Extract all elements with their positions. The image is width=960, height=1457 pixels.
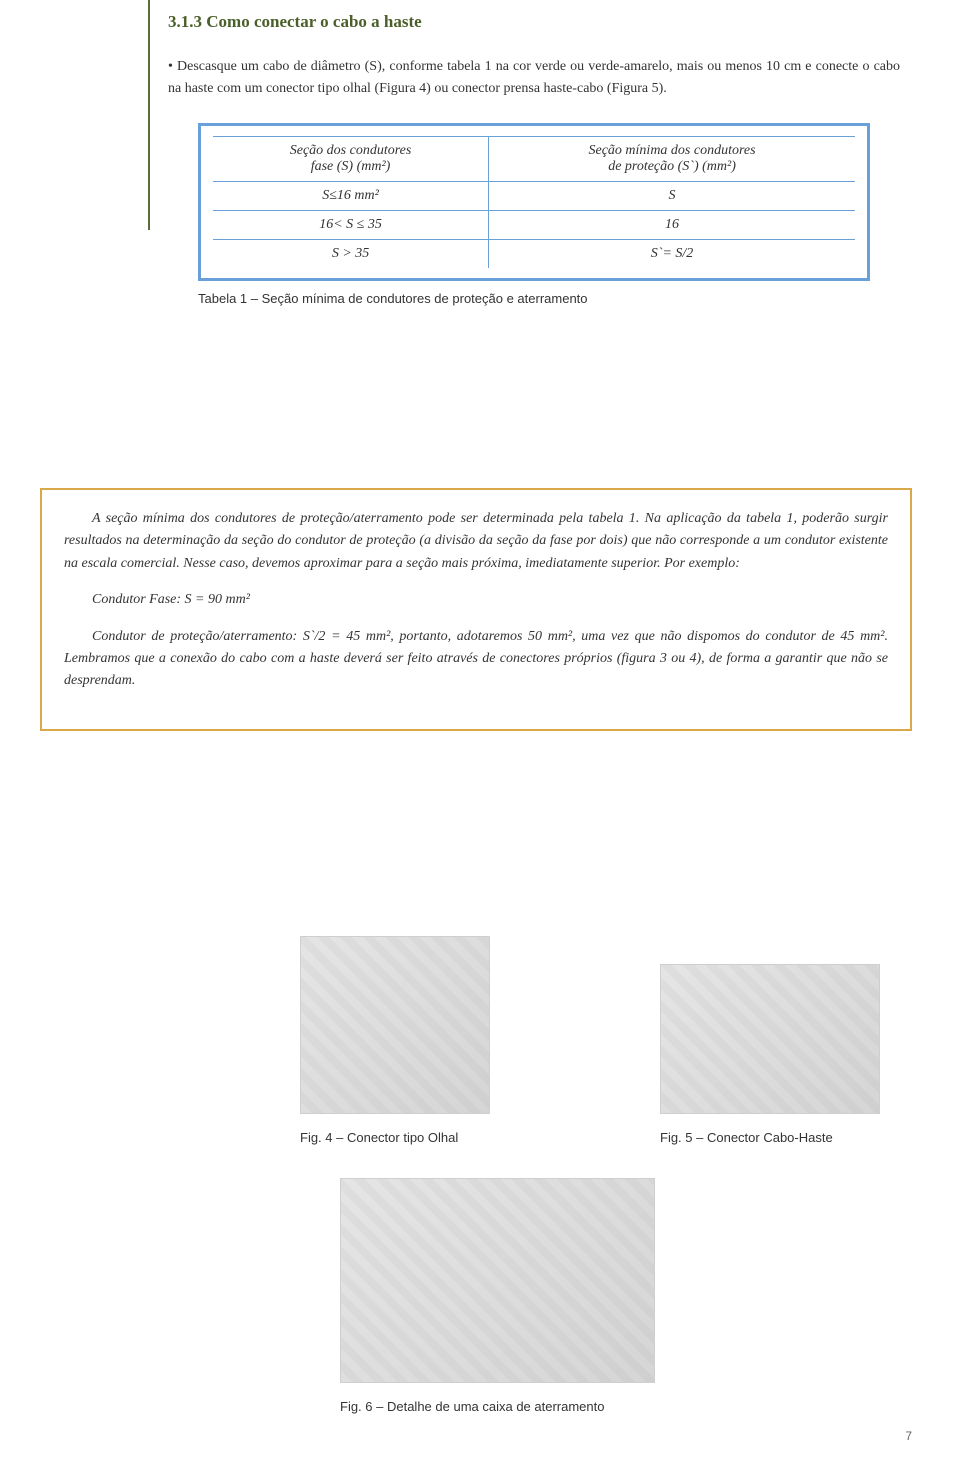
cell: 16< S ≤ 35 — [213, 211, 489, 240]
figure-6-block: Fig. 6 – Detalhe de uma caixa de aterram… — [340, 1178, 655, 1414]
conductor-table-wrap: Seção dos condutoresfase (S) (mm²) Seção… — [198, 123, 870, 281]
figure-6-image — [340, 1178, 655, 1383]
table-row: S > 35 S`= S/2 — [213, 240, 855, 269]
figures-row: Fig. 4 – Conector tipo Olhal Fig. 5 – Co… — [300, 936, 880, 1145]
cell: S — [489, 182, 855, 211]
cell: S`= S/2 — [489, 240, 855, 269]
table-row: S≤16 mm² S — [213, 182, 855, 211]
figure-4-block: Fig. 4 – Conector tipo Olhal — [300, 936, 490, 1145]
page-number: 7 — [905, 1429, 912, 1443]
figure-5-block: Fig. 5 – Conector Cabo-Haste — [660, 964, 880, 1145]
section-title: 3.1.3 Como conectar o cabo a haste — [168, 12, 900, 32]
cell: S > 35 — [213, 240, 489, 269]
table-header-right: Seção mínima dos condutoresde proteção (… — [489, 137, 855, 182]
figure-4-image — [300, 936, 490, 1114]
table-header-left: Seção dos condutoresfase (S) (mm²) — [213, 137, 489, 182]
note-paragraph-2: Condutor Fase: S = 90 mm² — [64, 589, 888, 611]
table-caption: Tabela 1 – Seção mínima de condutores de… — [198, 291, 900, 306]
figure-5-image — [660, 964, 880, 1114]
cell: S≤16 mm² — [213, 182, 489, 211]
left-margin-accent-line — [148, 0, 150, 230]
intro-bullet: • Descasque um cabo de diâmetro (S), con… — [168, 56, 900, 99]
figure-4-caption: Fig. 4 – Conector tipo Olhal — [300, 1130, 490, 1145]
main-content: 3.1.3 Como conectar o cabo a haste • Des… — [168, 12, 900, 338]
note-paragraph-3: Condutor de proteção/aterramento: S`/2 =… — [64, 626, 888, 693]
conductor-table: Seção dos condutoresfase (S) (mm²) Seção… — [213, 136, 855, 268]
figure-5-caption: Fig. 5 – Conector Cabo-Haste — [660, 1130, 880, 1145]
cell: 16 — [489, 211, 855, 240]
note-box: A seção mínima dos condutores de proteçã… — [40, 488, 912, 731]
table-row: 16< S ≤ 35 16 — [213, 211, 855, 240]
figure-6-caption: Fig. 6 – Detalhe de uma caixa de aterram… — [340, 1399, 655, 1414]
note-paragraph-1: A seção mínima dos condutores de proteçã… — [64, 508, 888, 575]
